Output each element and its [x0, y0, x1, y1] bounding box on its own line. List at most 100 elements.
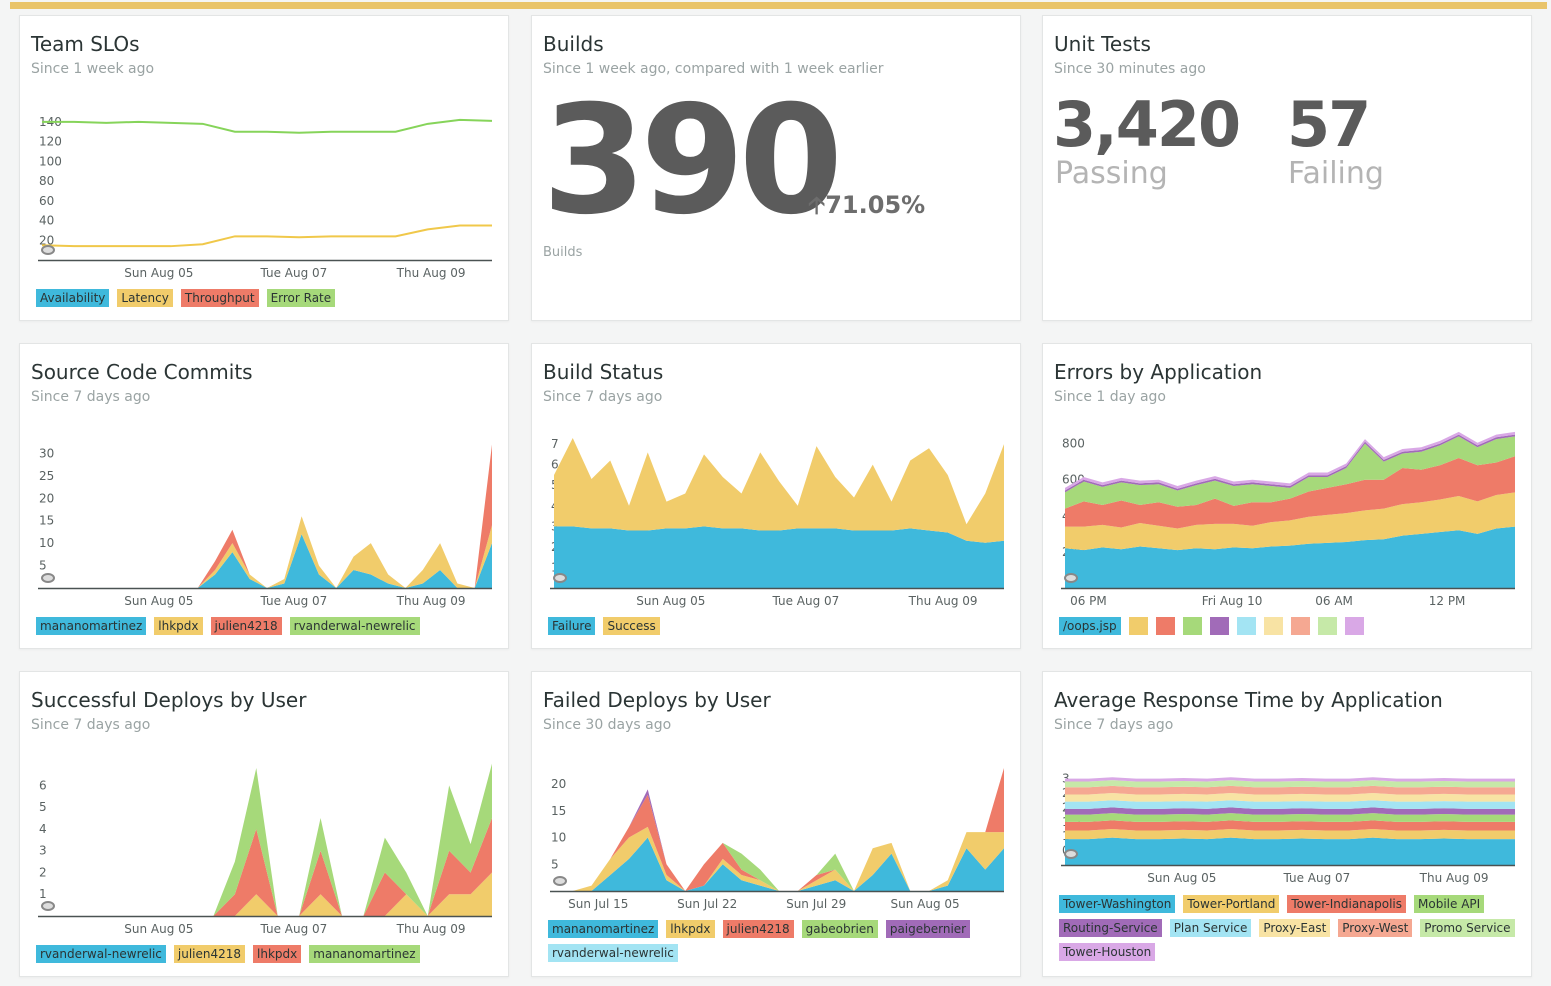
legend-item-mananomartinez[interactable]: mananomartinez	[548, 920, 659, 938]
legend-item-rvanderwal-newrelic[interactable]: rvanderwal-newrelic	[548, 944, 678, 962]
legend-item-promo-service[interactable]: Promo Service	[1420, 919, 1515, 937]
series-area-mananomartinez[interactable]	[42, 534, 492, 588]
legend-swatch[interactable]	[1344, 617, 1364, 635]
series-area-mananomartinez[interactable]	[42, 763, 492, 916]
legend-item-julien4218[interactable]: julien4218	[210, 617, 282, 635]
series-area-lhkpdx[interactable]	[42, 516, 492, 588]
series-line-availability[interactable]	[42, 118, 493, 134]
legend-item-success[interactable]: Success	[603, 617, 660, 635]
x-tick-label: Tue Aug 07	[1282, 871, 1350, 885]
commits-card: Source Code Commits Since 7 days ago 30 2…	[19, 343, 509, 649]
series-area-plan-service[interactable]	[1065, 800, 1515, 809]
legend-item-tower-houston[interactable]: Tower-Houston	[1059, 943, 1156, 961]
x-tick-label: Sun Aug 05	[124, 922, 193, 936]
series-line-latency[interactable]	[41, 224, 492, 248]
series-area-lhkpdx[interactable]	[42, 818, 492, 916]
top-accent-bar	[10, 2, 1547, 9]
legend-swatch[interactable]	[1263, 617, 1283, 635]
series-area-mobile-api[interactable]	[1065, 813, 1515, 822]
y-tick-label: 20	[551, 777, 566, 791]
legend-item-tower-portland[interactable]: Tower-Portland	[1183, 895, 1280, 913]
series-area-series-1[interactable]	[1065, 492, 1515, 551]
series-area-lhkpdx[interactable]	[554, 826, 1004, 891]
legend-item-tower-washington[interactable]: Tower-Washington	[1059, 895, 1176, 913]
legend-item-plan-service[interactable]: Plan Service	[1169, 919, 1252, 937]
zoom-reset-icon[interactable]	[1064, 849, 1078, 859]
legend-item-paigebernier[interactable]: paigebernier	[885, 920, 971, 938]
y-tick-label: 3	[39, 844, 47, 858]
series-area-series-2[interactable]	[1065, 456, 1515, 529]
y-tick-label: 800	[1062, 437, 1085, 451]
failed-deploys-chart[interactable]: 20 15 10 5 Sun Jul 15 Sun Jul 22 Sun Jul 29 Sun…	[532, 672, 1022, 978]
series-area-tower-indianapolis[interactable]	[1065, 820, 1515, 831]
legend-swatch[interactable]	[1317, 617, 1337, 635]
series-area-proxy-east[interactable]	[1065, 793, 1515, 802]
legend-item-availability[interactable]: Availability	[36, 289, 110, 307]
legend-swatch[interactable]	[1155, 617, 1175, 635]
legend-item-oops-jsp[interactable]: /oops.jsp	[1059, 617, 1121, 635]
legend-item-rvanderwal-newrelic[interactable]: rvanderwal-newrelic	[289, 617, 420, 635]
legend-item-proxy-east[interactable]: Proxy-East	[1259, 919, 1331, 937]
legend-item-lhkpdx[interactable]: lhkpdx	[253, 945, 302, 963]
commits-chart[interactable]: 30 25 20 15 10 5 Sun Aug 05 Tue Aug 07 Thu Aug 0…	[20, 344, 510, 650]
legend-item-failure[interactable]: Failure	[548, 617, 596, 635]
series-area-tower-houston[interactable]	[1065, 777, 1515, 782]
y-tick-label: 3	[1062, 772, 1070, 786]
x-tick-label: Thu Aug 09	[908, 594, 978, 608]
legend-item-mananomartinez[interactable]: mananomartinez	[309, 945, 420, 963]
y-tick-label: 40	[39, 214, 54, 228]
series-area-failure[interactable]	[554, 526, 1004, 588]
series-area-success[interactable]	[554, 437, 1004, 543]
card-title: Builds	[543, 32, 604, 56]
legend-swatch[interactable]	[1128, 617, 1148, 635]
legend-item-mobile-api[interactable]: Mobile API	[1414, 895, 1485, 913]
series-area-promo-service[interactable]	[1065, 780, 1515, 788]
legend-item-julien4218[interactable]: julien4218	[722, 920, 794, 938]
card-subtitle: Since 7 days ago	[31, 389, 151, 405]
legend-item-error-rate[interactable]: Error Rate	[266, 289, 336, 307]
legend-item-rvanderwal-newrelic[interactable]: rvanderwal-newrelic	[36, 945, 166, 963]
x-tick-label: Sun Jul 22	[677, 897, 737, 911]
legend-swatch[interactable]	[1209, 617, 1229, 635]
zoom-reset-icon[interactable]	[41, 573, 55, 583]
series-area-julien4218[interactable]	[42, 872, 492, 916]
legend-item-proxy-west[interactable]: Proxy-West	[1338, 919, 1413, 937]
successful-deploys-chart[interactable]: 6 5 4 3 2 1 Sun Aug 05 Tue Aug 07 Thu Aug 09	[20, 672, 510, 978]
legend-item-lhkpdx[interactable]: lhkpdx	[666, 920, 715, 938]
legend-item-julien4218[interactable]: julien4218	[173, 945, 246, 963]
zoom-reset-icon[interactable]	[553, 876, 567, 886]
card-title: Average Response Time by Application	[1054, 688, 1443, 712]
legend-item-gabeobrien[interactable]: gabeobrien	[801, 920, 878, 938]
team-slos-card: Team SLOs Since 1 week ago 140 120 100 80 60…	[19, 15, 509, 321]
card-subtitle: Since 7 days ago	[31, 717, 151, 733]
legend-item-latency[interactable]: Latency	[117, 289, 173, 307]
zoom-reset-icon[interactable]	[1064, 573, 1078, 583]
legend-item-mananomartinez[interactable]: mananomartinez	[36, 617, 147, 635]
series-area-mananomartinez[interactable]	[554, 837, 1004, 891]
legend-swatch[interactable]	[1236, 617, 1256, 635]
series-area-tower-washington[interactable]	[1065, 837, 1515, 865]
legend-swatch[interactable]	[1290, 617, 1310, 635]
legend-item-tower-indianapolis[interactable]: Tower-Indianapolis	[1287, 895, 1407, 913]
series-area-rvanderwal-newrelic[interactable]	[42, 444, 492, 588]
legend-item-lhkpdx[interactable]: lhkpdx	[154, 617, 203, 635]
series-area-routing-service[interactable]	[1065, 807, 1515, 815]
series-area-oops-jsp[interactable]	[1065, 526, 1515, 588]
failing-value: 57	[1287, 88, 1371, 161]
legend-item-throughput[interactable]: Throughput	[180, 289, 259, 307]
legend-swatch[interactable]	[1182, 617, 1202, 635]
series-area-series-3[interactable]	[1065, 436, 1515, 509]
y-tick-label: 2	[39, 865, 47, 879]
series-area-tower-portland[interactable]	[1065, 829, 1515, 840]
series-area-proxy-west[interactable]	[1065, 785, 1515, 795]
x-tick-label: Sun Jul 29	[786, 897, 846, 911]
legend-item-routing-service[interactable]: Routing-Service	[1059, 919, 1162, 937]
response-time-card: Average Response Time by Application Sin…	[1042, 671, 1532, 977]
zoom-reset-icon[interactable]	[41, 245, 55, 255]
zoom-reset-icon[interactable]	[553, 573, 567, 583]
series-area-julien4218[interactable]	[42, 444, 492, 588]
zoom-reset-icon[interactable]	[41, 901, 55, 911]
